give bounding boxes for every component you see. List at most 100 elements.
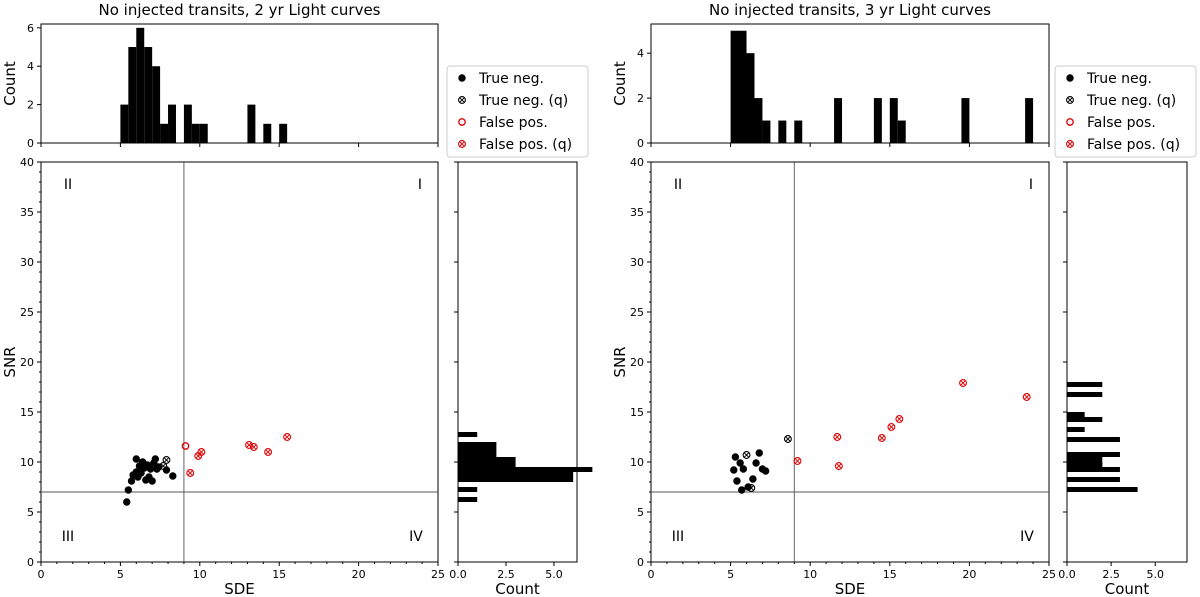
histogram-bar — [279, 123, 288, 143]
data-point — [783, 435, 792, 443]
data-point — [169, 472, 177, 480]
marker-cross — [748, 485, 754, 491]
marker-ring — [197, 448, 206, 456]
data-point — [733, 477, 741, 485]
histogram-bar — [168, 104, 176, 143]
data-point — [739, 465, 748, 473]
histogram-bar — [730, 30, 747, 144]
histogram-bar — [1025, 98, 1034, 143]
data-point — [249, 443, 258, 451]
data-point — [151, 455, 160, 463]
histogram-bar — [1067, 457, 1103, 467]
data-point — [742, 451, 751, 459]
histogram-bar — [834, 98, 843, 143]
top-hist-y-tick-label: 4 — [27, 60, 34, 73]
top-hist-y-label: Count — [1, 61, 19, 106]
marker-cross — [284, 434, 290, 440]
data-point — [1022, 393, 1031, 401]
quadrant-label-I: I — [418, 177, 422, 193]
marker-ring — [747, 484, 756, 492]
histogram-bar — [136, 27, 145, 144]
data-point — [736, 459, 744, 467]
data-point — [959, 379, 967, 387]
data-point — [127, 477, 136, 485]
x-tick-label: 15 — [272, 568, 286, 581]
left-legend-box — [446, 65, 589, 158]
marker-cross — [888, 424, 895, 430]
y-tick-label: 10 — [630, 456, 644, 469]
top-hist-y-tick-label: 4 — [637, 47, 644, 60]
data-point — [793, 457, 802, 465]
histogram-bar — [873, 98, 882, 143]
data-point — [752, 459, 760, 467]
x-tick-label: 25 — [1042, 568, 1056, 581]
y-tick-label: 15 — [630, 406, 644, 419]
marker-ring — [159, 462, 168, 470]
data-point — [124, 486, 133, 494]
x-tick-label: 10 — [193, 568, 207, 581]
marker-ring — [249, 443, 258, 451]
marker-cross — [794, 458, 801, 464]
y-tick-label: 35 — [630, 206, 644, 219]
marker-cross — [743, 452, 750, 458]
marker-cross — [785, 436, 791, 442]
legend-label: True neg. — [478, 71, 544, 87]
x-tick-label: 20 — [352, 568, 366, 581]
marker-ring — [877, 434, 886, 442]
marker-cross — [459, 97, 465, 103]
legend-label: True neg. (q) — [1086, 93, 1176, 109]
histogram-bar — [458, 467, 593, 472]
data-point — [749, 475, 757, 483]
right-scatter-frame — [650, 161, 1050, 563]
histogram-bar — [1067, 477, 1120, 482]
right-hist-x-label: Count — [1105, 580, 1150, 597]
histogram-bar — [794, 120, 803, 143]
data-point — [887, 423, 896, 431]
y-tick-label: 20 — [20, 356, 34, 369]
right-legend-box — [1054, 65, 1197, 158]
x-tick-label: 0 — [648, 568, 655, 581]
marker-cross — [834, 434, 840, 440]
y-tick-label: 0 — [637, 556, 644, 569]
histogram-bar — [1067, 427, 1085, 432]
data-point — [755, 449, 763, 457]
y-tick-label: 15 — [20, 406, 34, 419]
right-hist-x-tick-label: 2.5 — [497, 568, 515, 581]
data-point — [162, 456, 171, 464]
y-tick-label: 40 — [630, 156, 644, 169]
legend-marker — [1066, 118, 1074, 126]
left-scatter-frame — [40, 161, 439, 563]
y-tick-label: 35 — [20, 206, 34, 219]
data-point — [283, 433, 292, 441]
y-tick-label: 40 — [20, 156, 34, 169]
marker-ring — [895, 415, 904, 423]
right-scatter-points — [730, 379, 1031, 494]
histogram-bar — [1067, 382, 1103, 387]
x-tick-label: 5 — [117, 568, 124, 581]
marker-cross — [1024, 394, 1030, 400]
marker-ring — [458, 140, 466, 148]
x-axis-label: SDE — [224, 580, 255, 597]
top-hist-y-tick-label: 2 — [637, 92, 644, 105]
legend-label: False pos. — [479, 115, 548, 131]
histogram-bar — [183, 104, 192, 143]
data-point — [895, 415, 904, 423]
legend-label: True neg. (q) — [478, 93, 568, 109]
x-tick-label: 25 — [431, 568, 445, 581]
histogram-bar — [458, 472, 574, 482]
data-point — [833, 433, 842, 441]
x-tick-label: 10 — [803, 568, 817, 581]
histogram-bar — [897, 120, 906, 143]
histogram-bar — [762, 120, 771, 143]
histogram-bar — [754, 98, 763, 143]
marker-ring — [1022, 393, 1031, 401]
marker-ring — [186, 469, 195, 477]
legend-label: False pos. — [1087, 115, 1156, 131]
legend-label: False pos. (q) — [479, 137, 572, 153]
histogram-bar — [152, 66, 161, 143]
legend-marker — [1066, 96, 1074, 104]
marker-cross — [187, 470, 193, 476]
legend-marker — [458, 118, 466, 126]
marker-cross — [195, 453, 201, 459]
